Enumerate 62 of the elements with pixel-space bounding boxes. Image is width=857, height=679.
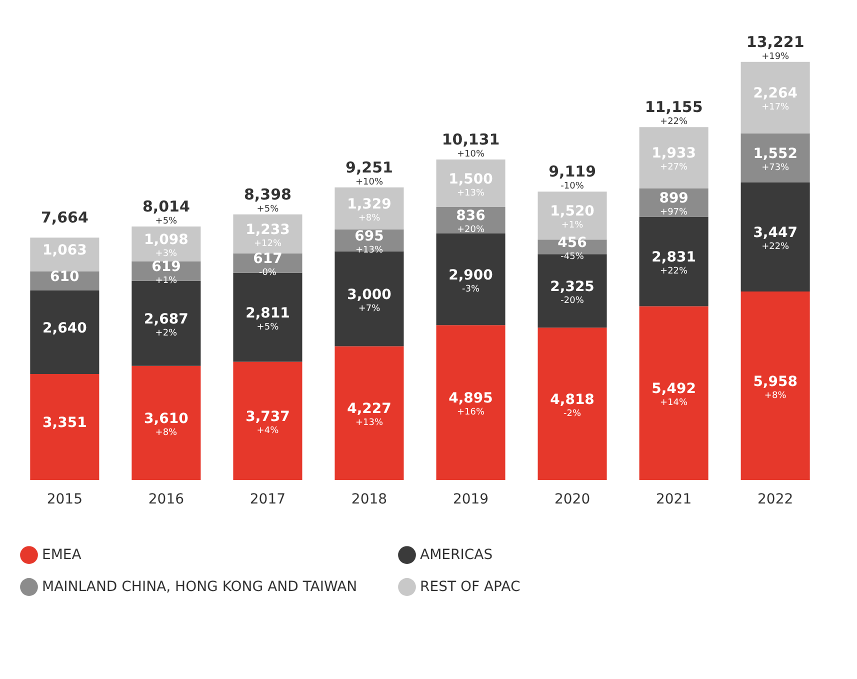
text: 617 -0% [253,251,282,278]
legend-label: EMEA [42,547,82,564]
text: 3,000 +7% [347,286,392,314]
x-tick-label: 2017 [250,492,286,508]
x-tick-label: 2021 [656,492,692,508]
bar [740,62,810,134]
text: 2,687 +2% [144,311,188,338]
text: 11,155 +22% [644,98,703,128]
bar [436,325,506,480]
bar [639,216,708,306]
x-tick-label: 2020 [554,492,590,508]
x-tick-label: 2018 [351,492,388,508]
bar [233,362,302,480]
text: 619 +1% [152,259,181,286]
bar [436,160,506,207]
bar [740,292,810,480]
text: 3,447 +22% [753,225,798,252]
legend-label: AMERICAS [420,547,493,564]
bar [334,251,404,346]
bar [639,127,708,188]
text: 4,818 -2% [550,392,594,419]
bar [436,233,506,326]
data-label: 610 [50,268,80,285]
bar [132,366,201,480]
x-tick-label: 2016 [148,492,184,508]
data-label: 3,351 [42,415,87,432]
bar [30,374,100,480]
text: 9,251 +10% [346,158,393,188]
data-label: 2,640 [42,320,88,336]
text: 3,610 +8% [144,410,188,438]
text: 2,811 +5% [246,305,290,332]
text: 13,221 +19% [746,32,804,62]
bar [334,346,404,480]
legend-label: MAINLAND CHINA, HONG KONG AND TAIWAN [42,579,358,595]
bar [639,306,708,480]
bar [334,187,404,230]
text: 5,492 +14% [652,381,696,408]
text: 8,398 +5% [244,185,292,214]
text: 8,014 +5% [142,198,190,227]
x-tick-label: 2015 [46,492,82,508]
text: 2,900 -3% [448,267,493,294]
bar [30,290,100,374]
text: 10,131 +10% [442,130,500,160]
x-tick-label: 2022 [758,492,794,508]
text: 4,227 +13% [347,401,392,428]
text: 836 +20% [456,208,486,236]
bar [538,328,607,480]
total-label: 7,664 [40,208,88,227]
text: 2,831 +22% [652,250,696,277]
text: 4,895 +16% [448,390,493,418]
text: 9,119 -10% [548,162,596,192]
bar [740,133,810,183]
text: 2,325 -20% [550,278,594,306]
text: 899 +97% [659,190,688,218]
text: 5,958 +8% [753,374,798,401]
text: 456 -45% [558,234,587,262]
text: 3,737 +4% [246,408,290,436]
x-tick-label: 2019 [452,492,489,508]
bar [740,182,810,292]
legend-label: REST OF APAC [420,579,520,595]
text: 1,552 +73% [753,146,798,173]
bar [538,254,607,328]
